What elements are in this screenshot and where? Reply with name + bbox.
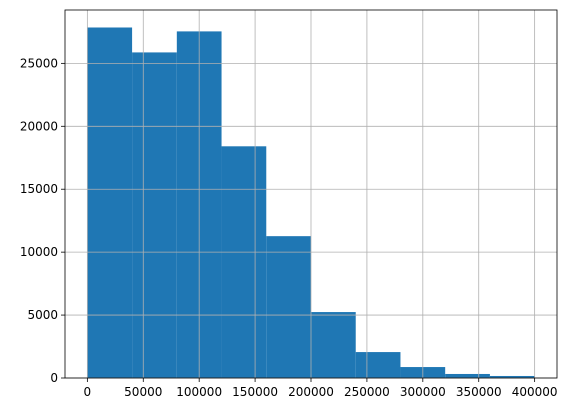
- x-tick-label: 300000: [400, 385, 446, 399]
- x-tick-label: 350000: [456, 385, 502, 399]
- bar: [311, 312, 356, 378]
- y-tick-label: 20000: [20, 119, 58, 133]
- y-tick-label: 25000: [20, 56, 58, 70]
- bar: [489, 375, 535, 378]
- y-tick-label: 15000: [20, 182, 58, 196]
- x-tick-label: 50000: [124, 385, 162, 399]
- y-tick-label: 0: [50, 371, 58, 385]
- bar: [132, 52, 177, 378]
- x-tick-label: 200000: [288, 385, 334, 399]
- x-tick-label: 0: [84, 385, 92, 399]
- bar: [445, 373, 490, 378]
- bar: [355, 352, 401, 378]
- y-tick-label: 5000: [27, 308, 58, 322]
- x-tick-label: 100000: [176, 385, 222, 399]
- x-tick-label: 250000: [344, 385, 390, 399]
- x-tick-label: 150000: [232, 385, 278, 399]
- bar: [221, 146, 267, 378]
- x-tick-label: 400000: [512, 385, 558, 399]
- bar: [87, 27, 133, 379]
- bar: [266, 236, 311, 378]
- y-tick-label: 10000: [20, 245, 58, 259]
- plot-frame: [64, 9, 558, 379]
